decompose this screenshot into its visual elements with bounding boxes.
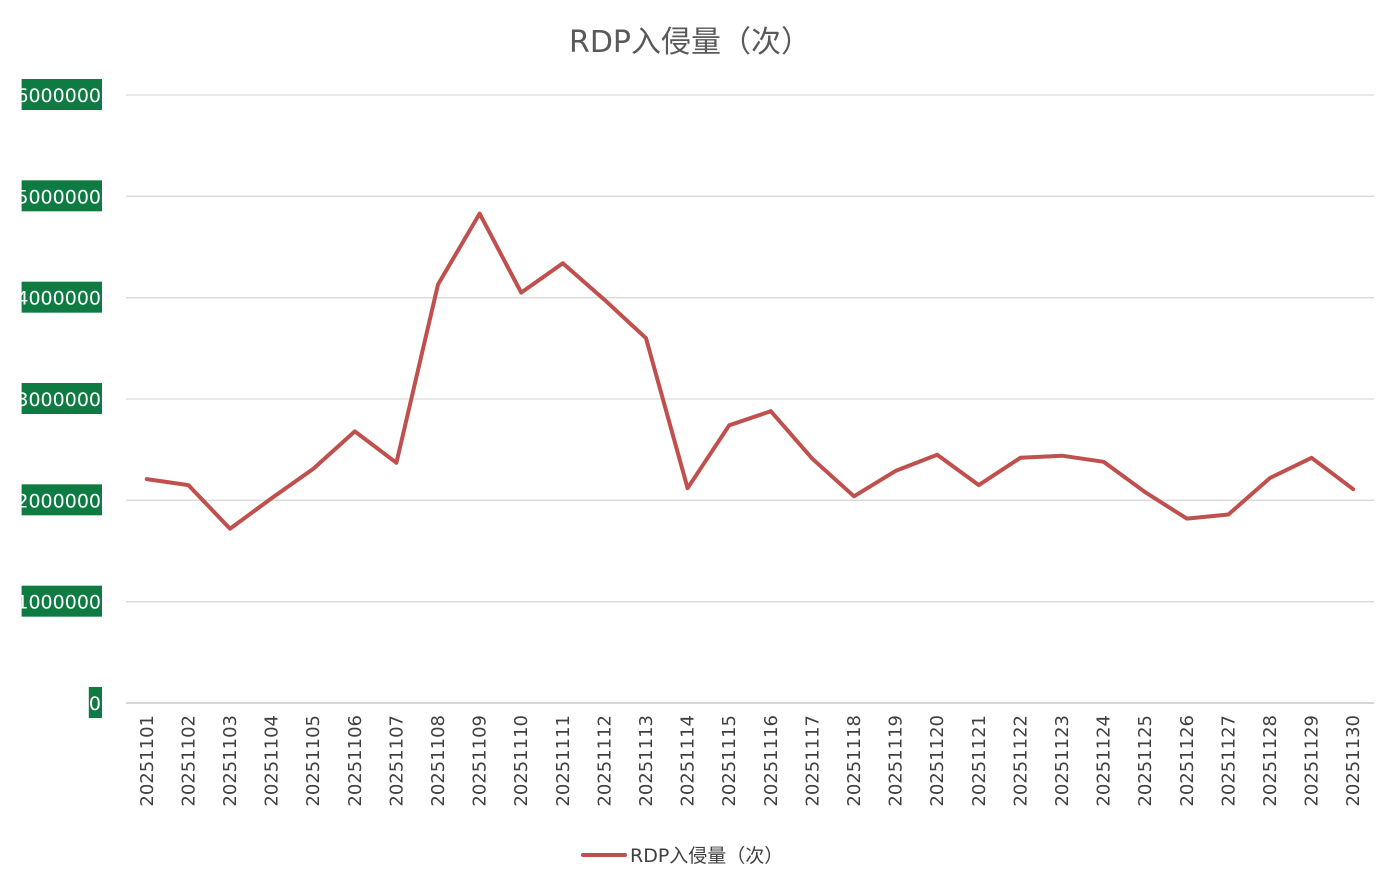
legend-label: RDP入侵量（次） — [630, 845, 783, 867]
x-tick-label: 20251110 — [511, 715, 532, 807]
y-tick-label-background — [21, 281, 103, 313]
x-tick-label: 20251112 — [594, 715, 615, 807]
y-tick-label-background — [21, 585, 103, 617]
x-tick-label: 20251103 — [220, 715, 241, 807]
x-tick-label: 20251123 — [1052, 715, 1073, 807]
x-tick-label: 20251118 — [844, 715, 865, 807]
x-tick-label: 20251106 — [345, 715, 366, 807]
y-tick-label-background — [88, 687, 102, 718]
y-tick-label: 4000000 — [16, 288, 101, 310]
x-tick-label: 20251121 — [969, 715, 990, 807]
x-tick-label: 20251128 — [1260, 715, 1281, 807]
x-tick-label: 20251102 — [178, 715, 199, 807]
series-line — [144, 211, 1356, 531]
x-tick-label: 20251120 — [927, 715, 948, 807]
series-lines — [144, 211, 1356, 531]
x-tick-label: 20251130 — [1343, 715, 1364, 807]
x-tick-label: 20251105 — [303, 715, 324, 807]
y-tick-label: 5000000 — [16, 186, 101, 208]
x-tick-label: 20251115 — [719, 715, 740, 807]
y-tick-label: 0 — [89, 693, 101, 715]
x-tick-label: 20251101 — [137, 715, 158, 807]
x-tick-label: 20251107 — [386, 715, 407, 807]
y-tick-label-background — [21, 484, 103, 516]
gridlines — [126, 94, 1374, 704]
x-tick-label: 20251117 — [802, 715, 823, 807]
x-tick-label: 20251125 — [1135, 715, 1156, 807]
y-tick-label-background — [21, 180, 103, 212]
y-tick-label: 1000000 — [16, 592, 101, 614]
x-tick-label: 20251129 — [1302, 715, 1323, 807]
x-tick-label: 20251126 — [1177, 715, 1198, 807]
x-axis-tick-labels: 20251101 20251102 20251103 20251104 20251105… — [137, 715, 1364, 807]
chart-title: RDP入侵量（次） — [569, 25, 811, 60]
y-tick-label: 3000000 — [16, 389, 101, 411]
x-tick-label: 20251104 — [262, 715, 283, 807]
x-tick-label: 20251122 — [1010, 715, 1031, 807]
y-tick-label-background — [21, 79, 103, 110]
x-tick-label: 20251119 — [886, 715, 907, 807]
x-tick-label: 20251127 — [1218, 715, 1239, 807]
x-tick-label: 20251124 — [1094, 715, 1115, 807]
x-tick-label: 20251108 — [428, 715, 449, 807]
x-tick-label: 20251114 — [678, 715, 699, 807]
y-tick-label: 2000000 — [16, 490, 101, 512]
y-tick-label: 6000000 — [16, 85, 101, 107]
x-tick-label: 20251116 — [761, 715, 782, 807]
x-tick-label: 20251113 — [636, 715, 657, 807]
y-axis-tick-labels: 0 1000000 2000000 3000000 4000000 5000000 6000… — [16, 79, 103, 718]
legend: RDP入侵量（次） — [581, 845, 783, 867]
x-tick-label: 20251111 — [553, 715, 574, 807]
y-tick-label-background — [21, 383, 103, 414]
x-tick-label: 20251109 — [470, 715, 491, 807]
